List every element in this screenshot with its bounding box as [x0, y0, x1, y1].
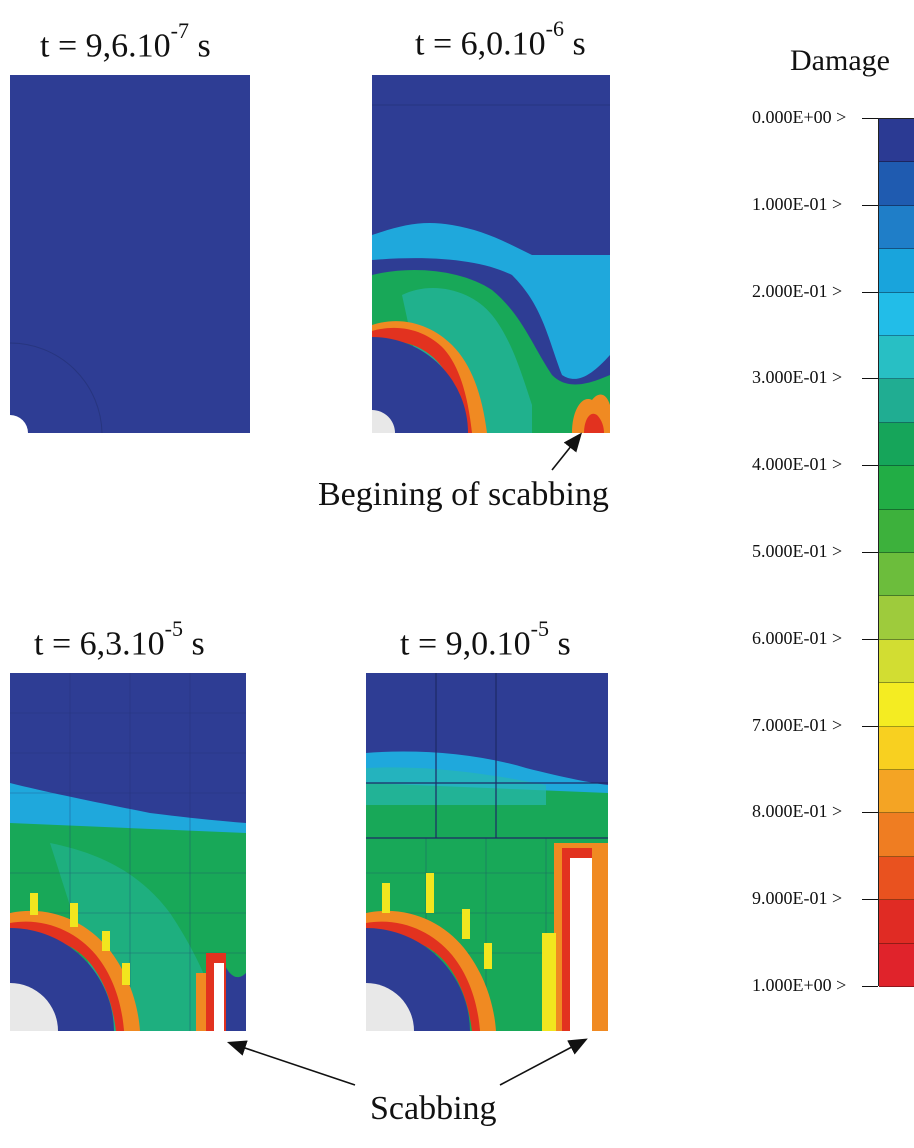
colorbar-tick-mark — [862, 204, 878, 206]
colorbar-band — [879, 466, 914, 510]
colorbar-tick-mark — [862, 118, 878, 119]
time-exponent: -7 — [170, 18, 189, 43]
damage-map-3-graphic — [10, 673, 246, 1031]
damage-map-1-graphic — [10, 75, 250, 433]
colorbar-band — [879, 683, 914, 727]
time-base: t = 9,0.10 — [400, 625, 531, 663]
colorbar-band — [879, 813, 914, 857]
colorbar-band — [879, 726, 914, 770]
colorbar-tick-label: 9.000E-01 > — [752, 888, 843, 909]
colorbar-band — [879, 249, 914, 293]
colorbar-tick-mark — [862, 552, 878, 553]
colorbar-band — [879, 856, 914, 901]
colorbar-tick-label: 1.000E+00 > — [752, 975, 847, 995]
arrow-begining-of-scabbing — [551, 432, 582, 471]
damage-map-panel-4 — [366, 673, 608, 1031]
colorbar-tick-label: 1.000E-01 > — [752, 193, 843, 214]
colorbar-tick-label: 5.000E-01 > — [752, 541, 843, 561]
colorbar-band — [879, 162, 914, 206]
time-base: t = 9,6.10 — [40, 27, 171, 65]
colorbar-tick-mark — [862, 899, 878, 901]
colorbar-band — [879, 119, 914, 163]
colorbar-tick-mark — [862, 638, 878, 640]
colorbar-band — [879, 205, 914, 250]
damage-map-panel-1 — [10, 75, 250, 433]
time-exponent: -6 — [545, 16, 564, 41]
colorbar-tick-mark — [862, 986, 878, 987]
arrow-scabbing-left — [226, 1040, 356, 1086]
annotation-scabbing: Scabbing — [370, 1090, 497, 1127]
colorbar-band — [879, 596, 914, 640]
colorbar-tick-mark — [862, 465, 878, 467]
time-label-panel-4: t = 9,0.10-5 s — [400, 618, 571, 663]
arrow-scabbing-right — [499, 1038, 588, 1086]
time-base: t = 6,3.10 — [34, 625, 165, 663]
colorbar-band — [879, 509, 914, 553]
time-base: t = 6,0.10 — [415, 25, 546, 63]
colorbar-band — [879, 900, 914, 944]
time-unit: s — [188, 27, 211, 65]
colorbar-tick-mark — [862, 725, 878, 727]
colorbar-tick-label: 4.000E-01 > — [752, 454, 843, 475]
time-unit: s — [182, 625, 205, 663]
colorbar-tick-label: 6.000E-01 > — [752, 627, 843, 648]
colorbar-tick-mark — [862, 291, 878, 293]
colorbar-band — [879, 292, 914, 336]
damage-map-2-graphic — [372, 75, 610, 433]
colorbar-tick-mark — [862, 378, 878, 380]
damage-map-panel-3 — [10, 673, 246, 1031]
colorbar-band — [879, 943, 914, 987]
time-label-panel-1: t = 9,6.10-7 s — [40, 20, 211, 65]
colorbar-band — [879, 553, 914, 597]
colorbar-band — [879, 336, 914, 380]
colorbar-band — [879, 422, 914, 467]
colorbar-tick-label: 3.000E-01 > — [752, 367, 843, 388]
annotation-begining-of-scabbing: Begining of scabbing — [318, 476, 609, 513]
colorbar-tick-mark — [862, 812, 878, 814]
colorbar-band — [879, 379, 914, 423]
time-label-panel-2: t = 6,0.10-6 s — [415, 18, 586, 63]
time-exponent: -5 — [164, 616, 183, 641]
damage-map-panel-2 — [372, 75, 610, 433]
time-unit: s — [548, 625, 571, 663]
colorbar-tick-label: 7.000E-01 > — [752, 714, 843, 735]
colorbar-band — [879, 770, 914, 814]
time-exponent: -5 — [530, 616, 549, 641]
time-unit: s — [563, 25, 586, 63]
colorbar-title: Damage — [790, 44, 890, 77]
colorbar-tick-label: 0.000E+00 > — [752, 107, 847, 127]
damage-map-4-graphic — [366, 673, 608, 1031]
time-label-panel-3: t = 6,3.10-5 s — [34, 618, 205, 663]
colorbar-band — [879, 639, 914, 684]
colorbar — [878, 118, 914, 987]
colorbar-tick-label: 2.000E-01 > — [752, 280, 843, 301]
colorbar-tick-label: 8.000E-01 > — [752, 801, 843, 822]
